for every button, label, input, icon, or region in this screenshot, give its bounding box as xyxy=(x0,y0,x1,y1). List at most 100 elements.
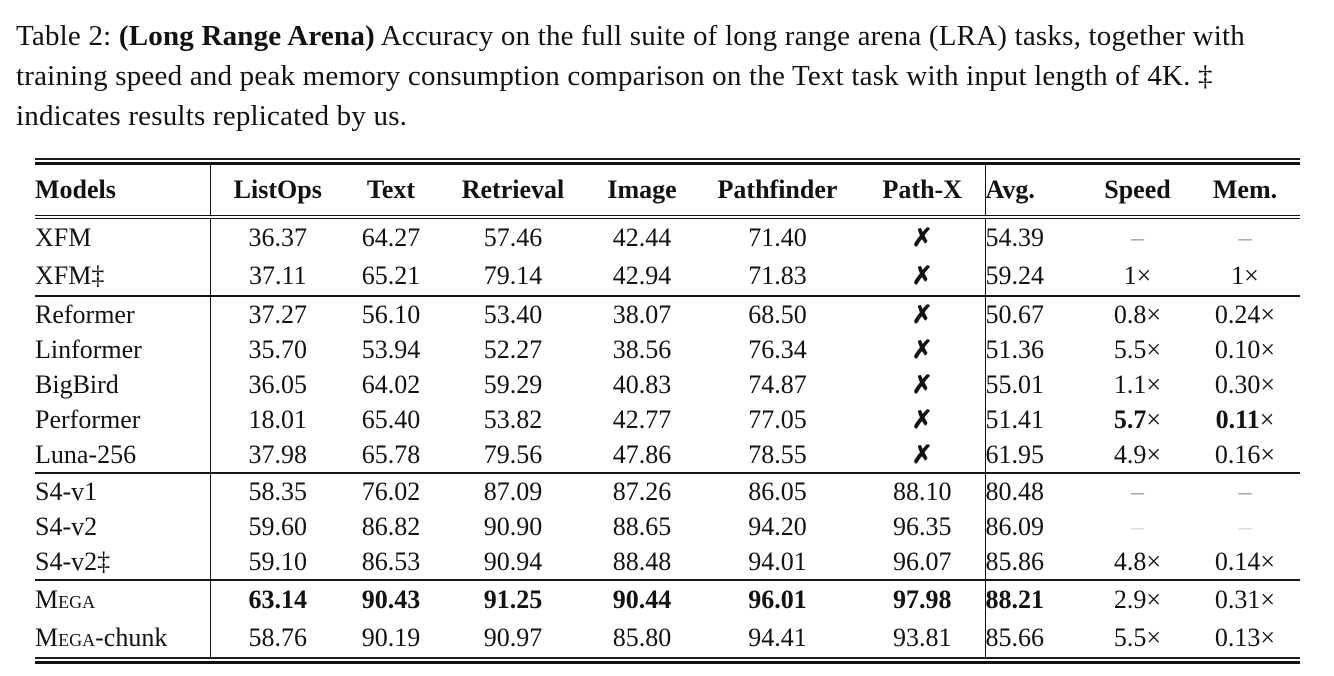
model-name-cell: Reformer xyxy=(35,295,211,333)
empty-cell: – xyxy=(1190,472,1300,510)
value-cell: 0.13× xyxy=(1190,619,1300,657)
value: 37.11 xyxy=(248,261,307,291)
value: 36.05 xyxy=(248,369,308,399)
table-row: XFM‡ 37.11 65.21 79.14 42.94 71.83 ✗ 59.24 1× 1× xyxy=(35,257,1300,297)
value-cell: 80.48 xyxy=(985,472,1085,510)
value: 37.27 xyxy=(248,299,308,329)
value: 36.37 xyxy=(248,223,308,253)
value-cell: 0.10× xyxy=(1190,332,1300,367)
value-cell: 42.94 xyxy=(589,257,695,296)
value: 65.40 xyxy=(361,404,421,434)
value: 80.48 xyxy=(985,476,1045,506)
value-cell: 96.01 xyxy=(695,579,860,620)
failed-cell: ✗ xyxy=(860,332,986,368)
model-name-text: Luna-256 xyxy=(35,439,137,469)
empty-cell: – xyxy=(1190,509,1300,544)
value: 4.8× xyxy=(1113,546,1162,576)
x-mark-icon: ✗ xyxy=(911,263,933,291)
value-cell: 74.87 xyxy=(695,367,860,402)
bold-value: 90.44 xyxy=(612,585,672,615)
value-cell: 97.98 xyxy=(860,579,986,620)
value-cell: 96.35 xyxy=(860,509,986,545)
value-cell: 52.27 xyxy=(437,332,589,367)
value: 0.30× xyxy=(1214,369,1276,399)
value: 90.19 xyxy=(361,623,421,653)
value: 55.01 xyxy=(985,369,1045,399)
value-cell: 76.34 xyxy=(695,332,860,367)
value: 0.24× xyxy=(1214,299,1276,329)
table-row: S4-v2 59.60 86.82 90.90 88.65 94.20 96.35 86.09… xyxy=(35,509,1300,545)
value: 68.50 xyxy=(748,299,807,329)
value: 1.1× xyxy=(1113,369,1162,399)
value: 38.56 xyxy=(612,334,672,364)
failed-cell: ✗ xyxy=(860,367,986,403)
empty-cell: – xyxy=(1085,472,1190,510)
value-cell: 59.29 xyxy=(437,367,589,402)
value: 0.13× xyxy=(1214,623,1276,653)
value-cell: 94.01 xyxy=(695,544,860,580)
value-cell: 90.97 xyxy=(437,619,589,657)
table-row: Mega-chunk 58.76 90.19 90.97 85.80 94.41 93.81… xyxy=(35,619,1300,658)
value: 54.39 xyxy=(985,223,1045,253)
table-top-rule xyxy=(35,158,1300,166)
value: 90.90 xyxy=(483,511,543,541)
value-cell: 1× xyxy=(1190,257,1300,296)
table-row: BigBird 36.05 64.02 59.29 40.83 74.87 ✗ 55.01 1.… xyxy=(35,367,1300,403)
value: 59.10 xyxy=(248,546,308,576)
column-header-pathfinder: Pathfinder xyxy=(695,165,860,220)
caption-body: Accuracy on the full suite of long range… xyxy=(16,20,1245,133)
value-cell: 94.20 xyxy=(695,509,860,544)
times-suffix: × xyxy=(1146,404,1162,434)
empty-cell: – xyxy=(1085,509,1190,544)
table-group: Mega 63.14 90.43 91.25 90.44 96.01 97.98 88.21 2… xyxy=(35,579,1300,658)
value-cell: 51.41 xyxy=(985,402,1085,437)
model-name-text: Linformer xyxy=(35,334,142,364)
value: 58.35 xyxy=(248,476,308,506)
value: 53.40 xyxy=(483,299,543,329)
value: 85.66 xyxy=(985,623,1045,653)
bold-value: 63.14 xyxy=(248,585,308,615)
model-name-text: S4-v2‡ xyxy=(35,546,111,576)
dash-placeholder: – xyxy=(1131,511,1144,541)
value-cell: 47.86 xyxy=(589,437,695,473)
value-cell: 65.21 xyxy=(345,257,437,296)
value-cell: 77.05 xyxy=(695,402,860,437)
value: 96.07 xyxy=(893,546,952,576)
value-cell: 4.8× xyxy=(1085,544,1190,580)
model-name-cell: BigBird xyxy=(35,367,211,403)
value-cell: 63.14 xyxy=(210,579,345,620)
value: 94.20 xyxy=(748,511,807,541)
caption-prefix: Table 2: xyxy=(16,20,119,52)
value-cell: 5.7× xyxy=(1085,402,1190,437)
empty-cell: – xyxy=(1085,217,1190,257)
value: 79.56 xyxy=(483,439,543,469)
value-cell: 53.94 xyxy=(345,332,437,367)
value: 42.94 xyxy=(612,261,672,291)
value: 38.07 xyxy=(612,299,672,329)
value-cell: 87.26 xyxy=(589,472,695,510)
dash-placeholder: – xyxy=(1131,476,1144,506)
value-cell: 71.83 xyxy=(695,257,860,296)
value: 1× xyxy=(1123,261,1152,291)
value: 85.80 xyxy=(612,623,672,653)
value: 87.26 xyxy=(612,476,672,506)
failed-cell: ✗ xyxy=(860,217,986,258)
value-cell: 91.25 xyxy=(437,579,589,620)
value: 86.53 xyxy=(361,546,421,576)
header-row: Models ListOps Text Retrieval Image Pathfinde… xyxy=(35,165,1300,220)
value-cell: 18.01 xyxy=(210,402,345,437)
value: 59.29 xyxy=(483,369,543,399)
value-cell: 0.30× xyxy=(1190,367,1300,402)
bold-value: 88.21 xyxy=(985,585,1045,615)
value-cell: 90.19 xyxy=(345,619,437,657)
value: 37.98 xyxy=(248,439,308,469)
dash-placeholder: – xyxy=(1131,223,1144,253)
value: 88.10 xyxy=(893,476,952,506)
dash-placeholder: – xyxy=(1238,511,1252,541)
x-mark-icon: ✗ xyxy=(911,225,933,253)
value-cell: 85.86 xyxy=(985,544,1085,580)
value: 77.05 xyxy=(748,404,807,434)
column-header-text: Text xyxy=(345,165,437,220)
value: 86.82 xyxy=(361,511,421,541)
